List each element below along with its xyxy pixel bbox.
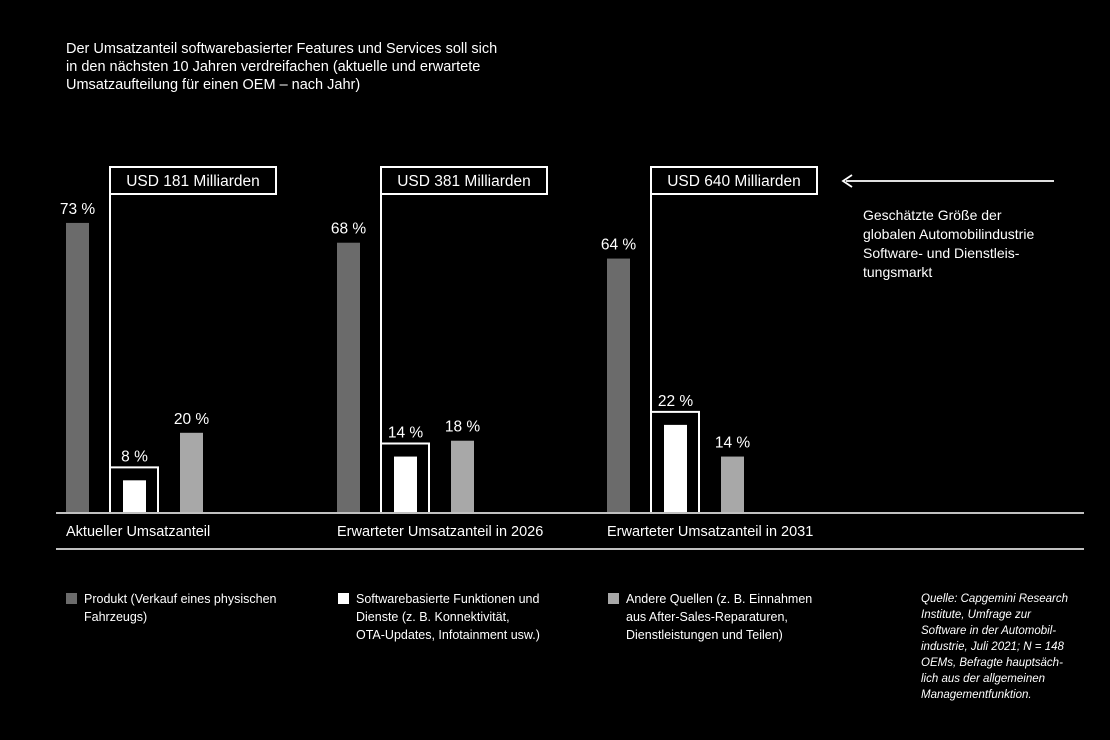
data-label: 22 % [658,393,694,410]
legend-label-line: Produkt (Verkauf eines physischen [84,592,277,606]
annotation-line: Geschätzte Größe der [863,207,1002,223]
annotation-line: globalen Automobilindustrie [863,226,1035,242]
data-label: 73 % [60,201,96,218]
legend-label-line: OTA-Updates, Infotainment usw.) [356,628,540,642]
data-label: 68 % [331,221,367,238]
bar-product [66,222,89,513]
market-size-box [109,166,277,195]
bar-software [394,456,417,512]
source-note: Quelle: Capgemini Research Institute, Um… [921,591,1101,703]
legend-swatch-software [338,593,349,604]
category-label: Aktueller Umsatzanteil [66,524,210,540]
legend-label-line: Andere Quellen (z. B. Einnahmen [626,592,813,606]
market-size-label: USD 640 Milliarden [667,173,801,190]
legend-label-line: Fahrzeugs) [84,610,148,624]
source-line: OEMs, Befragte hauptsäch- [921,657,1063,669]
chart-title-line: Der Umsatzanteil softwarebasierter Featu… [66,41,498,57]
market-size-box [380,166,548,195]
market-size-label: USD 381 Milliarden [397,173,531,190]
data-label: 8 % [121,448,148,465]
data-label: 20 % [174,411,210,428]
source-line: industrie, Juli 2021; N = 148 [921,641,1064,653]
software-bar-frame [650,410,700,512]
chart-title-line: Umsatzaufteilung für einen OEM – nach Ja… [66,77,361,93]
data-label: 14 % [715,435,751,452]
annotation-line: Software- und Dienstleis- [863,245,1020,261]
market-size-annotation: Geschätzte Größe der globalen Automobili… [863,206,1083,282]
annotation-line: tungsmarkt [863,264,933,280]
legend-label-line: Dienstleistungen und Teilen) [626,628,783,642]
data-label: 64 % [601,237,637,254]
chart-title: Der Umsatzanteil softwarebasierter Featu… [66,40,586,94]
bar-other [721,456,744,512]
bar-other [180,432,203,512]
source-line: Institute, Umfrage zur [921,609,1031,621]
category-label: Erwarteter Umsatzanteil in 2026 [337,524,543,540]
legend-label-line: Softwarebasierte Funktionen und [356,592,540,606]
source-line: Software in der Automobil- [921,625,1057,637]
legend-item-other: Andere Quellen (z. B. Einnahmen aus Afte… [608,590,848,644]
source-line: Managementfunktion. [921,689,1032,701]
legend-label-line: aus After-Sales-Reparaturen, [626,610,788,624]
software-bar-frame [380,442,430,512]
market-size-box [650,166,818,195]
bar-product [607,258,630,512]
source-line: Quelle: Capgemini Research [921,593,1069,605]
legend-item-product: Produkt (Verkauf eines physischen Fahrze… [66,590,306,626]
chart-title-line: in den nächsten 10 Jahren verdreifachen … [66,59,481,75]
legend-swatch-other [608,593,619,604]
software-bar-frame [109,466,159,512]
bar-other [451,440,474,512]
bar-product [337,242,360,512]
category-label: Erwarteter Umsatzanteil in 2031 [607,524,813,540]
annotation-arrow-head [841,174,853,188]
market-size-label: USD 181 Milliarden [126,173,260,190]
legend-item-software: Softwarebasierte Funktionen und Dienste … [338,590,578,644]
source-line: lich aus der allgemeinen [921,673,1046,685]
bar-software [123,480,146,512]
legend-swatch-product [66,593,77,604]
data-label: 14 % [388,425,424,442]
bar-software [664,424,687,512]
data-label: 18 % [445,419,481,436]
legend-label-line: Dienste (z. B. Konnektivität, [356,610,510,624]
